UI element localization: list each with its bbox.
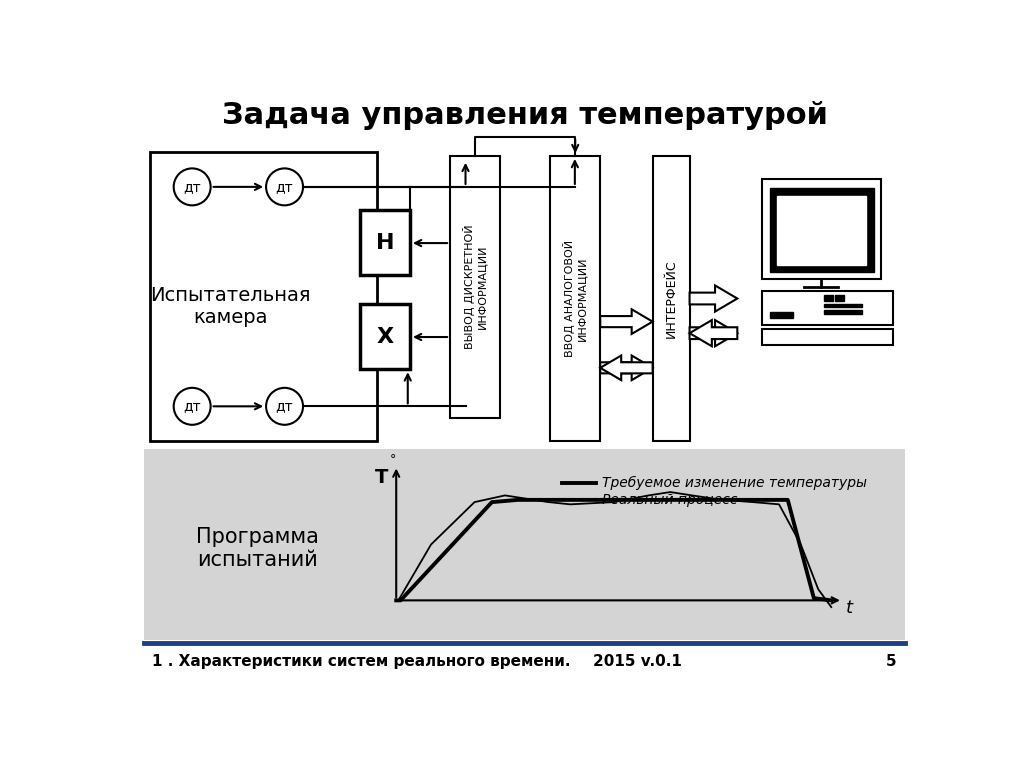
Bar <box>550 156 600 441</box>
Bar <box>762 329 893 345</box>
Bar <box>652 156 689 441</box>
Text: дт: дт <box>275 180 293 194</box>
Text: дт: дт <box>183 399 201 413</box>
Text: дт: дт <box>275 399 293 413</box>
Bar <box>360 210 410 276</box>
Text: t: t <box>846 599 852 617</box>
Bar <box>762 179 882 280</box>
Circle shape <box>174 168 211 205</box>
Circle shape <box>266 388 303 425</box>
Polygon shape <box>600 356 652 380</box>
Text: Реальный процесс: Реальный процесс <box>602 493 737 507</box>
Circle shape <box>174 388 211 425</box>
Text: Н: Н <box>376 233 394 253</box>
Text: Задача управления температурой: Задача управления температурой <box>222 101 827 130</box>
Text: Требуемое изменение температуры: Требуемое изменение температуры <box>602 476 866 490</box>
Bar <box>823 295 833 301</box>
Circle shape <box>266 168 303 205</box>
Bar <box>823 304 862 307</box>
Bar <box>451 156 500 418</box>
Bar <box>144 449 905 641</box>
Polygon shape <box>600 310 652 334</box>
Bar <box>777 196 866 266</box>
Bar <box>762 291 893 326</box>
Bar <box>770 188 873 272</box>
Bar <box>360 304 410 369</box>
Polygon shape <box>689 320 737 346</box>
Bar <box>836 295 845 301</box>
Text: 1 . Характеристики систем реального времени.: 1 . Характеристики систем реального врем… <box>153 654 570 670</box>
Bar <box>823 310 862 314</box>
Text: ВВОД АНАЛОГОВОЙ
ИНФОРМАЦИИ: ВВОД АНАЛОГОВОЙ ИНФОРМАЦИИ <box>563 240 587 357</box>
Bar <box>770 312 793 318</box>
Text: T: T <box>375 468 388 487</box>
Polygon shape <box>689 286 737 312</box>
Text: °: ° <box>390 453 396 466</box>
Text: Х: Х <box>377 326 393 346</box>
Text: Испытательная
камера: Испытательная камера <box>151 286 311 326</box>
Text: ВЫВОД ДИСКРЕТНОЙ
ИНФОРМАЦИИ: ВЫВОД ДИСКРЕТНОЙ ИНФОРМАЦИИ <box>463 225 487 349</box>
Bar <box>150 152 377 441</box>
Text: Программа
испытаний: Программа испытаний <box>197 527 319 571</box>
Text: 5: 5 <box>886 654 897 670</box>
Text: 2015 v.0.1: 2015 v.0.1 <box>593 654 681 670</box>
Text: дт: дт <box>183 180 201 194</box>
Polygon shape <box>600 356 652 380</box>
Polygon shape <box>689 320 737 346</box>
Text: ИНТЕРФЕЙС: ИНТЕРФЕЙС <box>665 260 678 338</box>
